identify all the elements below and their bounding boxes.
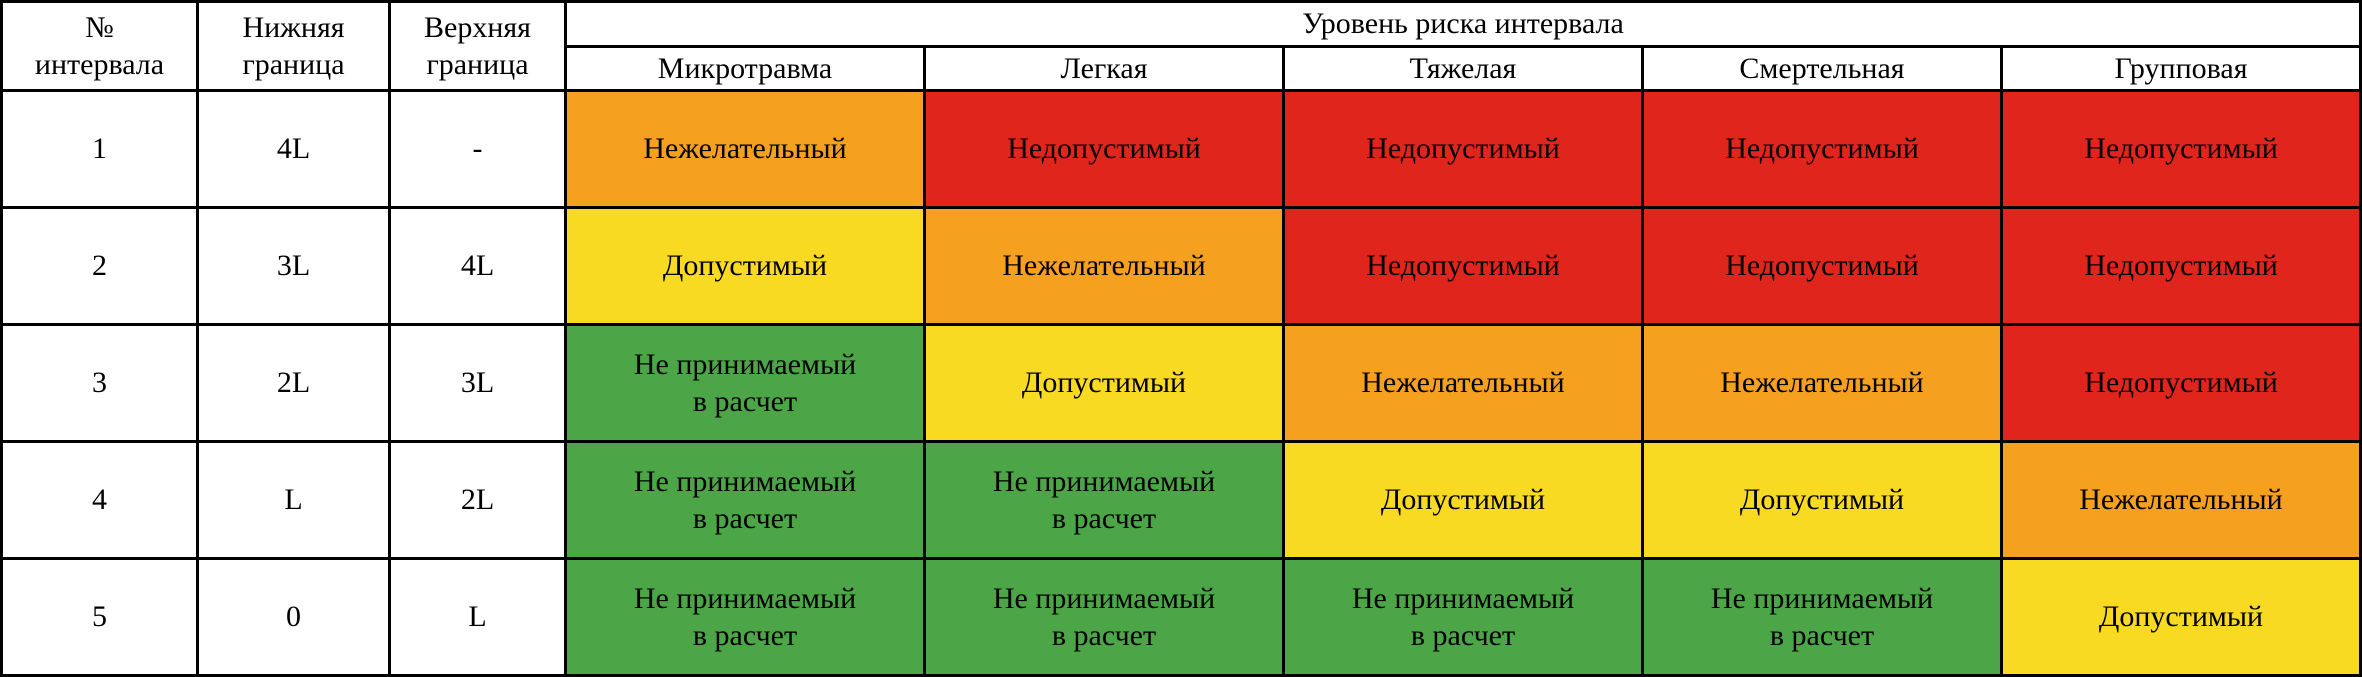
risk-cell: Недопустимый [923, 89, 1285, 209]
risk-cell: Допустимый [1641, 440, 2003, 560]
risk-cell: Нежелательный [2000, 440, 2362, 560]
col-header-interval-number: № интервала [0, 0, 199, 92]
lower-bound-cell: 0 [196, 557, 391, 677]
lower-bound-cell: 3L [196, 206, 391, 326]
risk-cell: Недопустимый [2000, 89, 2362, 209]
lower-bound-cell: 4L [196, 89, 391, 209]
table-row: 3 2L 3L Не принимаемый в расчет Допустим… [0, 323, 2362, 443]
col-header-upper-bound: Верхняя граница [388, 0, 567, 92]
col-header-light: Легкая [923, 44, 1285, 92]
lower-bound-cell: 2L [196, 323, 391, 443]
col-header-lower-bound: Нижняя граница [196, 0, 391, 92]
upper-bound-cell: L [388, 557, 567, 677]
upper-bound-cell: - [388, 89, 567, 209]
table-row: 2 3L 4L Допустимый Нежелательный Недопус… [0, 206, 2362, 326]
risk-cell: Недопустимый [1282, 206, 1644, 326]
col-header-fatal: Смертельная [1641, 44, 2003, 92]
risk-cell: Допустимый [1282, 440, 1644, 560]
interval-number-cell: 5 [0, 557, 199, 677]
risk-cell: Недопустимый [2000, 323, 2362, 443]
risk-cell: Не принимаемый в расчет [564, 557, 926, 677]
lower-bound-cell: L [196, 440, 391, 560]
risk-cell: Допустимый [923, 323, 1285, 443]
interval-number-cell: 3 [0, 323, 199, 443]
risk-cell: Не принимаемый в расчет [1641, 557, 2003, 677]
risk-cell: Не принимаемый в расчет [564, 323, 926, 443]
risk-cell: Нежелательный [923, 206, 1285, 326]
risk-cell: Недопустимый [1282, 89, 1644, 209]
interval-number-cell: 2 [0, 206, 199, 326]
header-row-top: № интервала Нижняя граница Верхняя грани… [0, 0, 2362, 92]
risk-cell: Нежелательный [564, 89, 926, 209]
col-group-header-risk-level: Уровень риска интервала [564, 0, 2362, 48]
risk-cell: Недопустимый [1641, 206, 2003, 326]
risk-cell: Не принимаемый в расчет [923, 440, 1285, 560]
upper-bound-cell: 2L [388, 440, 567, 560]
risk-cell: Не принимаемый в расчет [564, 440, 926, 560]
header-row-severity: Микротравма Легкая Тяжелая Смертельная Г… [2, 44, 2362, 92]
table-row: 5 0 L Не принимаемый в расчет Не принима… [0, 557, 2362, 677]
risk-cell: Не принимаемый в расчет [1282, 557, 1644, 677]
col-header-microtrauma: Микротравма [564, 44, 926, 92]
risk-cell: Допустимый [2000, 557, 2362, 677]
col-header-severe: Тяжелая [1282, 44, 1644, 92]
upper-bound-cell: 3L [388, 323, 567, 443]
interval-number-cell: 4 [0, 440, 199, 560]
table-row: 4 L 2L Не принимаемый в расчет Не приним… [0, 440, 2362, 560]
risk-cell: Недопустимый [1641, 89, 2003, 209]
col-header-group: Групповая [2000, 44, 2362, 92]
risk-cell: Допустимый [564, 206, 926, 326]
interval-number-cell: 1 [0, 89, 199, 209]
table-row: 1 4L - Нежелательный Недопустимый Недопу… [0, 89, 2362, 209]
risk-cell: Нежелательный [1641, 323, 2003, 443]
risk-cell: Не принимаемый в расчет [923, 557, 1285, 677]
upper-bound-cell: 4L [388, 206, 567, 326]
risk-cell: Недопустимый [2000, 206, 2362, 326]
risk-cell: Нежелательный [1282, 323, 1644, 443]
